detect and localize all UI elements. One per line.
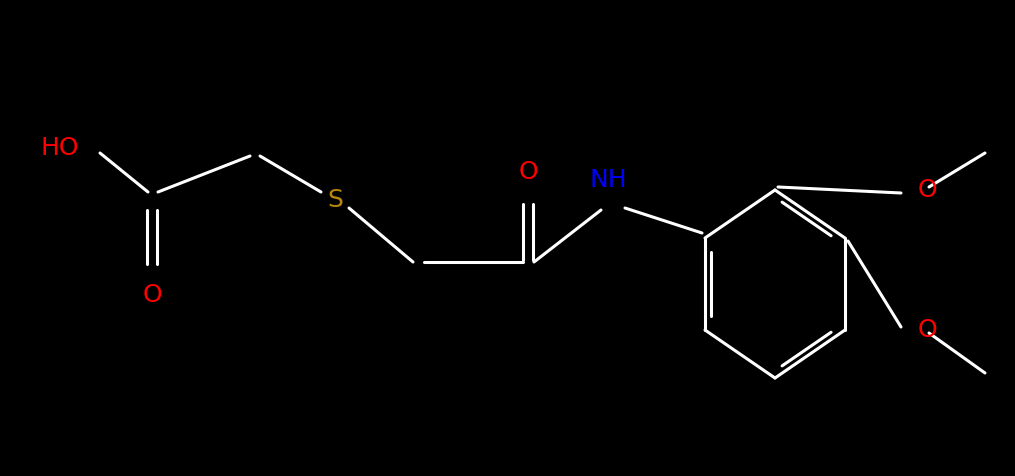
Text: O: O: [918, 178, 937, 202]
Text: HO: HO: [41, 136, 79, 160]
Text: O: O: [142, 283, 161, 307]
Text: O: O: [918, 318, 937, 342]
Text: NH: NH: [589, 168, 627, 192]
Text: O: O: [519, 160, 538, 184]
Text: S: S: [327, 188, 343, 212]
